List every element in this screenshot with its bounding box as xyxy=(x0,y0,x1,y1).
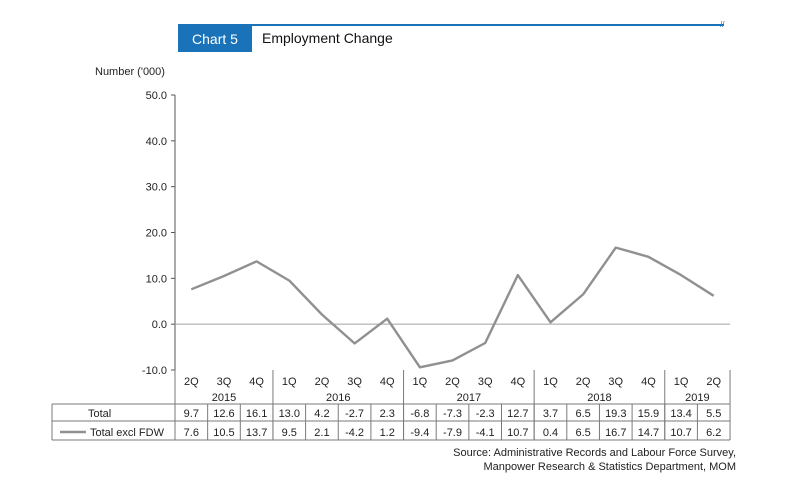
table-cell: -2.3 xyxy=(476,408,495,420)
y-tick-label: -10.0 xyxy=(142,365,167,377)
year-label: 2015 xyxy=(212,392,236,404)
table-cell: 6.5 xyxy=(575,408,590,420)
header-rule xyxy=(178,24,724,26)
quarter-label: 1Q xyxy=(413,376,428,388)
y-tick-label: 20.0 xyxy=(146,228,167,240)
quarter-label: 4Q xyxy=(510,376,525,388)
row-label: Total xyxy=(88,408,111,420)
table-cell: -4.1 xyxy=(476,427,495,439)
table-cell: -7.9 xyxy=(443,427,462,439)
table-cell: 19.3 xyxy=(605,408,626,420)
table-cell: 2.1 xyxy=(314,427,329,439)
table-cell: 13.0 xyxy=(279,408,300,420)
quarter-label: 3Q xyxy=(347,376,362,388)
chart-badge: Chart 5 xyxy=(178,26,252,52)
table-cell: 10.7 xyxy=(507,427,528,439)
table-cell: 12.7 xyxy=(507,408,528,420)
table-cell: -4.2 xyxy=(345,427,364,439)
table-cell: 16.1 xyxy=(246,408,267,420)
table-cell: 13.7 xyxy=(246,427,267,439)
row-label: Total excl FDW xyxy=(90,427,165,439)
table-cell: 13.4 xyxy=(670,408,691,420)
quarter-label: 3Q xyxy=(608,376,623,388)
table-cell: 5.5 xyxy=(706,408,721,420)
source-line-2: Manpower Research & Statistics Departmen… xyxy=(483,461,736,473)
year-label: 2016 xyxy=(326,392,350,404)
table-cell: 6.5 xyxy=(575,427,590,439)
y-tick-label: 40.0 xyxy=(146,136,167,148)
y-tick-label: 50.0 xyxy=(146,90,167,102)
y-tick-label: 0.0 xyxy=(152,319,167,331)
table-cell: 3.7 xyxy=(543,408,558,420)
table-cell: 1.2 xyxy=(380,427,395,439)
quarter-label: 3Q xyxy=(217,376,232,388)
quarter-label: 2Q xyxy=(445,376,460,388)
table-cell: -9.4 xyxy=(410,427,429,439)
table-cell: 10.7 xyxy=(670,427,691,439)
year-label: 2018 xyxy=(587,392,611,404)
y-tick-label: 10.0 xyxy=(146,273,167,285)
year-label: 2017 xyxy=(457,392,481,404)
quarter-label: 4Q xyxy=(380,376,395,388)
table-cell: 15.9 xyxy=(638,408,659,420)
table-cell: -6.8 xyxy=(410,408,429,420)
table-cell: 16.7 xyxy=(605,427,626,439)
quarter-label: 2Q xyxy=(706,376,721,388)
source-line-1: Source: Administrative Records and Labou… xyxy=(453,447,736,459)
table-cell: 2.3 xyxy=(380,408,395,420)
series-line-total-excl-fdw xyxy=(190,246,715,369)
table-cell: -2.7 xyxy=(345,408,364,420)
chart-title: Employment Change xyxy=(262,30,393,46)
quarter-label: 2Q xyxy=(315,376,330,388)
quarter-label: 3Q xyxy=(478,376,493,388)
y-tick-label: 30.0 xyxy=(146,182,167,194)
table-cell: 10.5 xyxy=(213,427,234,439)
table-cell: 6.2 xyxy=(706,427,721,439)
year-label: 2019 xyxy=(685,392,709,404)
quarter-label: 4Q xyxy=(249,376,264,388)
table-cell: 0.4 xyxy=(543,427,558,439)
quarter-label: 2Q xyxy=(576,376,591,388)
quarter-label: 1Q xyxy=(674,376,689,388)
quarter-label: 1Q xyxy=(282,376,297,388)
source-note: Source: Administrative Records and Labou… xyxy=(453,446,736,474)
y-axis-label: Number ('000) xyxy=(95,66,165,78)
table-cell: 14.7 xyxy=(638,427,659,439)
table-cell: 4.2 xyxy=(314,408,329,420)
table-cell: -7.3 xyxy=(443,408,462,420)
quarter-label: 2Q xyxy=(184,376,199,388)
corner-mark: // xyxy=(720,20,725,29)
table-cell: 7.6 xyxy=(184,427,199,439)
quarter-label: 1Q xyxy=(543,376,558,388)
quarter-label: 4Q xyxy=(641,376,656,388)
table-cell: 9.7 xyxy=(184,408,199,420)
table-cell: 12.6 xyxy=(213,408,234,420)
table-cell: 9.5 xyxy=(282,427,297,439)
